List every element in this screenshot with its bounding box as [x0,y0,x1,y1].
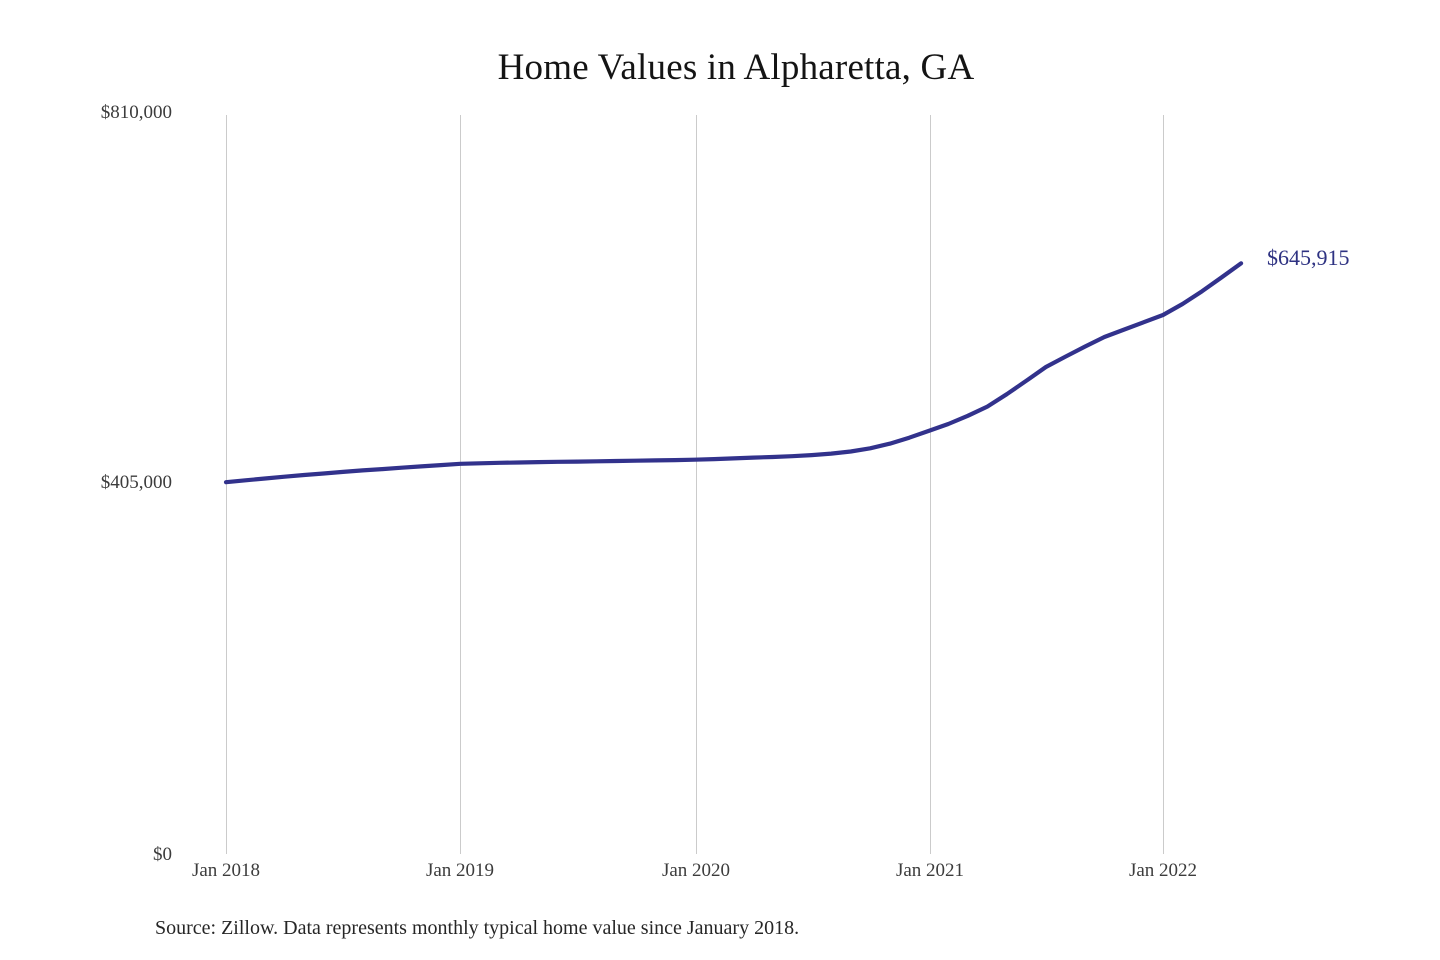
gridline-jan-2020 [696,115,697,854]
x-axis-tick-label: Jan 2021 [895,860,965,881]
gridline-jan-2019 [460,115,461,854]
x-axis-tick-label: Jan 2019 [425,860,495,881]
x-axis-tick-label: Jan 2022 [1128,860,1198,881]
y-axis-tick-label: $0 [153,844,172,865]
end-value-label: $645,915 [1267,245,1350,270]
y-axis-tick-label: $810,000 [100,102,172,123]
gridline-jan-2021 [930,115,931,854]
home-value-line [223,261,1244,485]
gridline-jan-2022 [1163,115,1164,854]
gridline-jan-2018 [226,115,227,854]
source-note: Source: Zillow. Data represents monthly … [155,917,800,939]
x-axis-tick-label: Jan 2018 [191,860,261,881]
chart-title: Home Values in Alpharetta, GA [497,47,975,88]
y-axis-tick-label: $405,000 [100,472,172,493]
x-axis-tick-label: Jan 2020 [661,860,731,881]
